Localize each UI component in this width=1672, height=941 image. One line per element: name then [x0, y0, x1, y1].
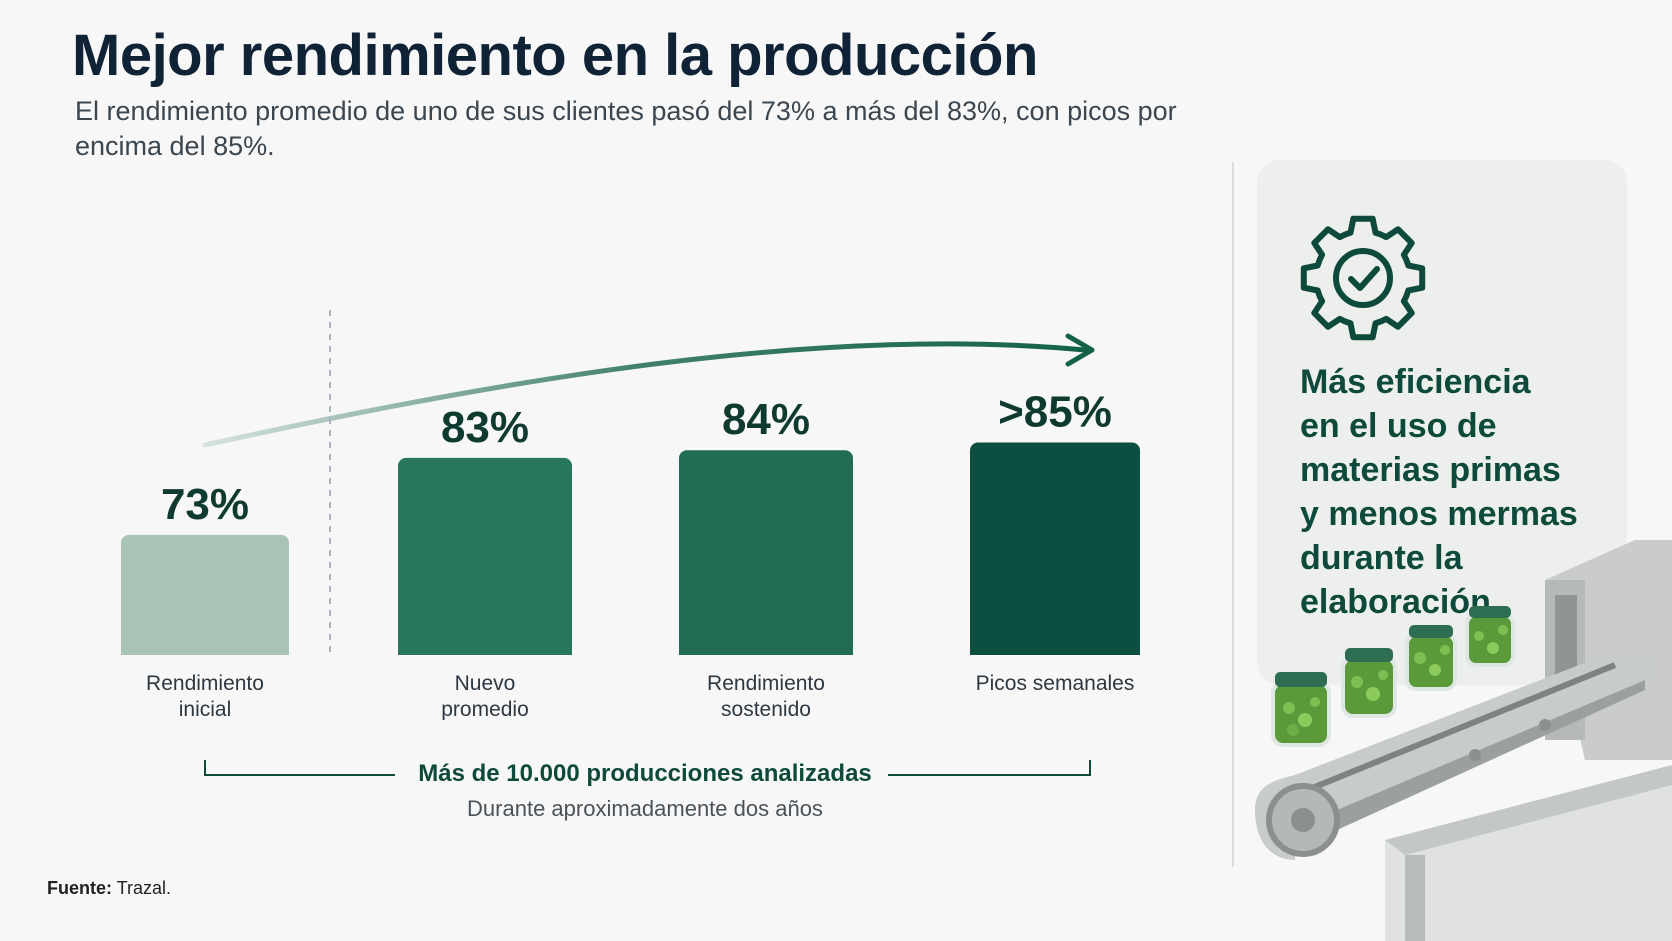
bar-1 [121, 534, 289, 655]
conveyor-jars-illustration [1255, 540, 1672, 941]
bar-2 [398, 457, 572, 655]
source-value: Trazal. [116, 878, 172, 898]
source-label: Fuente: [47, 878, 112, 898]
bar-base-3 [679, 645, 853, 655]
source-note: Fuente: Trazal. [47, 878, 171, 899]
category-label-2: Nuevo promedio [441, 672, 529, 720]
bar-value-label-4: >85% [998, 388, 1112, 437]
gear-check-icon [1300, 215, 1426, 341]
vertical-divider [1232, 162, 1234, 867]
category-label-3: Rendimiento sostenido [707, 672, 825, 720]
bar-base-1 [121, 645, 289, 655]
jar-2 [1341, 648, 1397, 718]
efficiency-text: Más eficiencia en el uso de materias pri… [1300, 363, 1578, 621]
bar-4 [970, 442, 1140, 655]
bar-3 [679, 450, 853, 655]
jar-1 [1271, 672, 1331, 747]
bracket-title: Más de 10.000 producciones analizadas [418, 760, 872, 787]
page-title: Mejor rendimiento en la producción [72, 23, 1038, 88]
bar-value-label-1: 73% [161, 480, 249, 529]
bar-value-label-3: 84% [722, 395, 810, 444]
bar-base-2 [398, 645, 572, 655]
bar-base-4 [970, 645, 1140, 655]
trend-arrow [202, 341, 1088, 448]
page-subtitle: El rendimiento promedio de uno de sus cl… [75, 96, 1177, 161]
bracket-subtitle: Durante aproximadamente dos años [467, 796, 823, 821]
category-label-1: Rendimiento inicial [146, 672, 264, 720]
category-label-4: Picos semanales [976, 672, 1135, 695]
trend-arrow-head [1065, 333, 1095, 367]
jar-4 [1465, 606, 1515, 667]
jar-3 [1405, 625, 1457, 691]
gear-outline [1300, 215, 1426, 341]
bar-value-label-2: 83% [441, 403, 529, 452]
bracket-line [204, 760, 1091, 776]
bar-chart: 73% Rendimiento inicial 83% Nuevo promedio 84%… [121, 310, 1140, 720]
